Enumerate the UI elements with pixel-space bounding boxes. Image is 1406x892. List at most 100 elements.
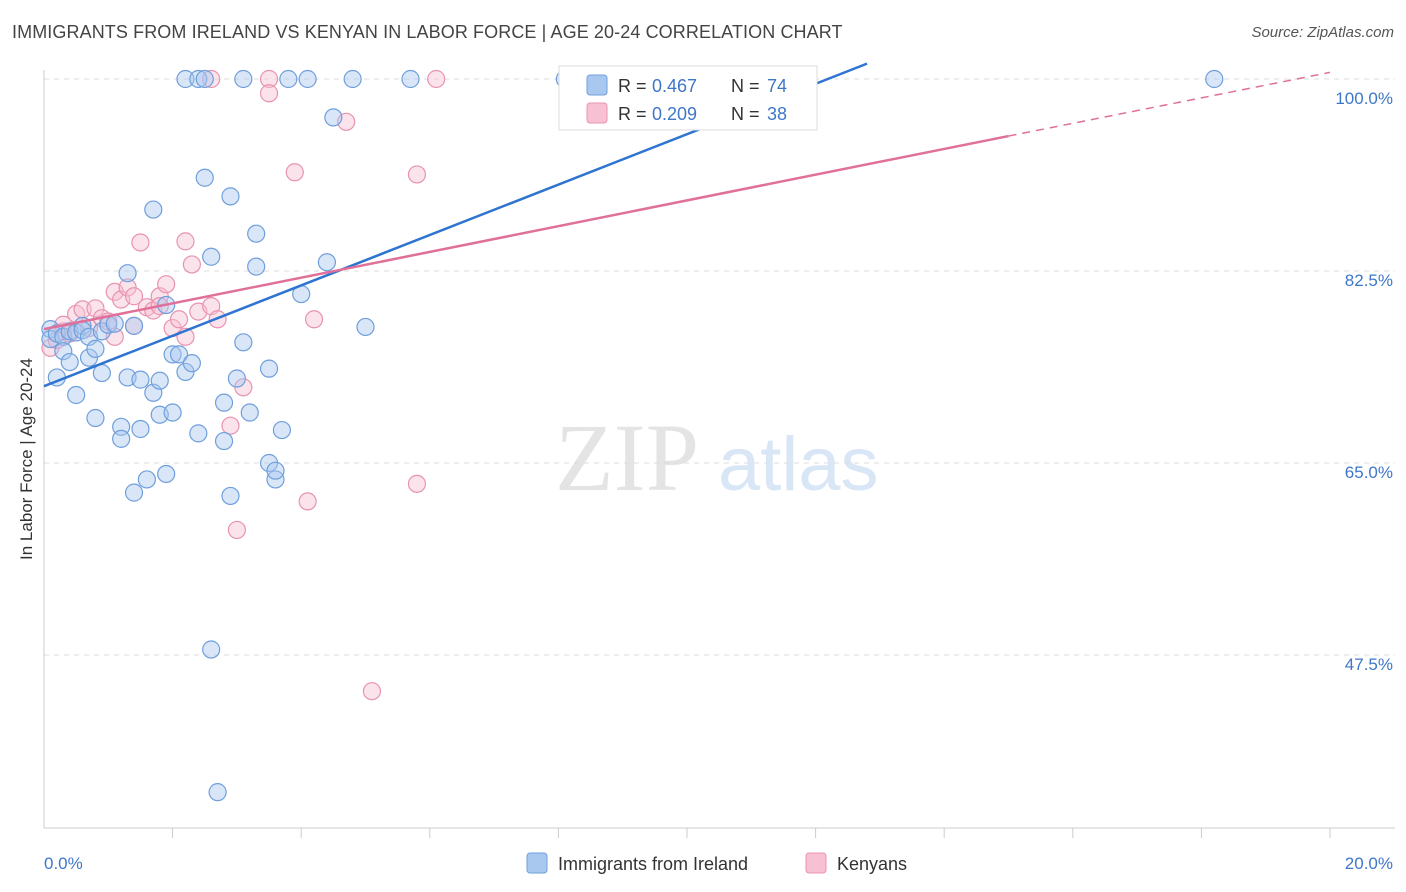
point-ireland: [401, 69, 420, 89]
legend-r-value-1: 0.467: [652, 76, 697, 96]
point-kenyans: [131, 233, 150, 252]
point-kenyans: [407, 165, 427, 184]
point-kenyans: [259, 69, 279, 89]
point-kenyans: [169, 310, 189, 329]
point-ireland: [202, 247, 221, 266]
chart-title: IMMIGRANTS FROM IRELAND VS KENYAN IN LAB…: [12, 22, 843, 42]
point-ireland: [272, 420, 292, 440]
series-ireland: [41, 69, 1224, 802]
point-ireland: [163, 403, 182, 422]
y-tick-label: 47.5%: [1345, 655, 1393, 674]
point-kenyans: [427, 69, 446, 89]
x-ticks: [172, 828, 1331, 838]
point-ireland: [214, 393, 234, 412]
point-kenyans: [407, 474, 427, 493]
legend-swatch-blue: [586, 74, 608, 96]
point-ireland: [317, 253, 337, 272]
point-ireland: [298, 69, 317, 89]
point-ireland: [240, 403, 259, 422]
point-ireland: [324, 108, 343, 127]
point-kenyans: [176, 232, 195, 251]
trend-line-kenyans: [43, 134, 1009, 331]
point-ireland: [124, 316, 144, 335]
legend-n-label-2: N =: [731, 104, 760, 124]
point-ireland: [137, 470, 156, 489]
watermark-zip: ZIP: [555, 404, 699, 511]
point-ireland: [202, 640, 221, 659]
point-ireland: [234, 333, 253, 352]
point-ireland: [195, 69, 214, 89]
point-ireland: [60, 352, 79, 372]
point-kenyans: [202, 69, 221, 89]
point-kenyans: [259, 84, 279, 103]
point-ireland: [131, 419, 150, 439]
point-ireland: [176, 69, 195, 89]
point-ireland: [234, 69, 253, 89]
point-ireland: [131, 370, 150, 389]
point-ireland: [189, 424, 208, 443]
point-kenyans: [285, 163, 304, 182]
x-tick-label-min: 0.0%: [44, 854, 83, 873]
point-ireland: [266, 461, 285, 480]
bottom-legend: Immigrants from Ireland Kenyans: [526, 852, 907, 874]
point-ireland: [227, 369, 246, 388]
legend-n-value-1: 74: [767, 76, 787, 96]
bottom-legend-kenyans: Kenyans: [837, 854, 907, 874]
bottom-legend-ireland: Immigrants from Ireland: [558, 854, 748, 874]
point-ireland: [247, 224, 266, 243]
source-label: Source: ZipAtlas.com: [1251, 24, 1394, 41]
legend-n-label-1: N =: [731, 76, 760, 96]
bottom-legend-swatch-ireland: [526, 852, 548, 874]
y-axis-label: In Labor Force | Age 20-24: [17, 358, 36, 560]
axes: [43, 70, 1395, 829]
point-kenyans: [86, 299, 105, 318]
point-ireland: [86, 408, 105, 428]
y-tick-label: 65.0%: [1345, 463, 1393, 482]
point-ireland: [1205, 69, 1224, 89]
point-kenyans: [124, 287, 144, 306]
legend-swatch-pink: [586, 102, 608, 124]
point-ireland: [259, 359, 279, 378]
legend-r-label-2: R =: [618, 104, 647, 124]
point-kenyans: [182, 255, 201, 274]
point-ireland: [356, 317, 375, 337]
point-ireland: [86, 339, 105, 358]
point-ireland: [105, 314, 124, 333]
x-tick-label-max: 20.0%: [1345, 854, 1393, 873]
watermark-atlas: atlas: [718, 422, 879, 507]
point-ireland: [221, 187, 240, 206]
point-ireland: [112, 429, 131, 448]
point-kenyans: [362, 682, 382, 701]
point-ireland: [343, 69, 362, 89]
point-ireland: [195, 168, 214, 187]
point-ireland: [67, 385, 86, 405]
y-tick-labels: 47.5% 65.0% 82.5% 100.0%: [1335, 89, 1393, 674]
trend-line-kenyans-extension: [1008, 71, 1331, 137]
point-kenyans: [157, 275, 176, 294]
point-ireland: [157, 464, 176, 484]
point-ireland: [208, 783, 227, 802]
legend-r-value-2: 0.209: [652, 104, 697, 124]
point-ireland: [118, 264, 137, 283]
point-kenyans: [221, 416, 240, 435]
point-ireland: [150, 371, 169, 390]
point-ireland: [169, 345, 189, 364]
point-kenyans: [298, 492, 317, 511]
gridlines: [44, 78, 1395, 656]
point-ireland: [221, 486, 240, 506]
point-ireland: [163, 345, 182, 364]
point-ireland: [189, 69, 208, 89]
point-ireland: [279, 69, 298, 89]
point-ireland: [182, 354, 201, 373]
point-ireland: [247, 257, 266, 276]
y-tick-label: 100.0%: [1335, 89, 1393, 108]
legend: R = 0.467 N = 74 R = 0.209 N = 38: [558, 65, 818, 131]
legend-n-value-2: 38: [767, 104, 787, 124]
point-kenyans: [304, 310, 324, 329]
legend-r-label-1: R =: [618, 76, 647, 96]
y-tick-label: 82.5%: [1345, 271, 1393, 290]
point-kenyans: [227, 520, 246, 540]
point-ireland: [214, 431, 234, 451]
point-ireland: [144, 200, 163, 219]
